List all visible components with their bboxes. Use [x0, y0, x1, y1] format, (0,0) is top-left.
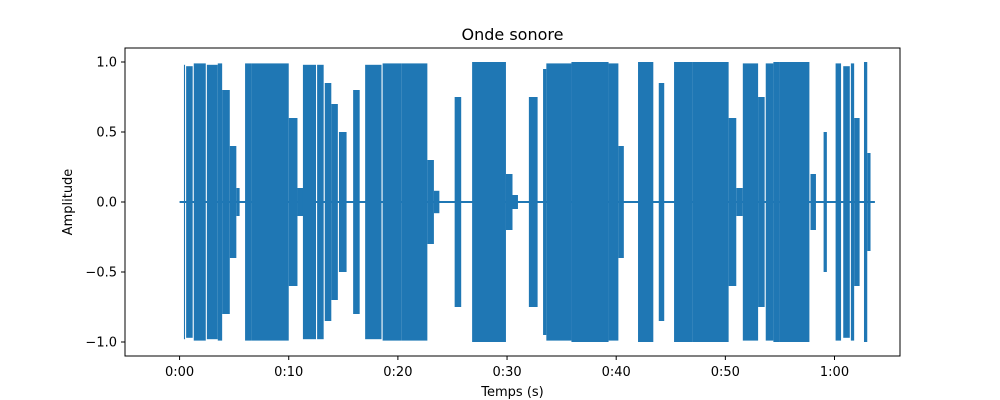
waveform-segment	[843, 66, 850, 338]
waveform-series	[179, 62, 875, 342]
waveform-segment	[658, 83, 665, 321]
waveform-segment	[758, 97, 765, 307]
waveform-segment	[850, 63, 855, 341]
y-tick-label: −1.0	[85, 336, 117, 351]
y-tick-label: 1.0	[96, 56, 117, 71]
y-tick-label: 0.5	[96, 126, 117, 141]
waveform-segment	[251, 63, 289, 341]
waveform-segment	[863, 62, 868, 342]
waveform-segment	[433, 190, 440, 214]
waveform-segment	[765, 63, 774, 341]
waveform-segment	[365, 64, 382, 340]
x-tick-label: 1:00	[820, 365, 849, 380]
waveform-segment	[222, 90, 230, 314]
waveform-segment	[867, 153, 871, 251]
waveform-segment	[183, 64, 186, 340]
y-tick-label: 0.0	[96, 196, 117, 211]
waveform-segment	[331, 104, 338, 300]
waveform-segment	[742, 63, 759, 341]
waveform-segment	[297, 188, 305, 216]
waveform-segment	[779, 62, 810, 342]
waveform-segment	[835, 63, 842, 341]
waveform-segment	[505, 174, 513, 230]
waveform-segment	[546, 63, 572, 341]
x-tick-label: 0:50	[711, 365, 740, 380]
waveform-segment	[324, 83, 332, 321]
waveform-segment	[382, 63, 402, 341]
waveform-segment	[512, 195, 518, 209]
waveform-segment	[736, 188, 743, 216]
waveform-segment	[454, 97, 462, 307]
waveform-segment	[206, 64, 218, 340]
waveform-segment	[353, 90, 360, 314]
waveform-segment	[674, 62, 693, 342]
x-tick-label: 0:30	[492, 365, 521, 380]
waveform-segment	[217, 63, 223, 341]
y-tick-label: −0.5	[85, 266, 117, 281]
waveform-segment	[317, 64, 324, 340]
waveform-segment	[773, 62, 780, 342]
waveform-segment	[728, 118, 737, 286]
x-axis-label: Temps (s)	[480, 385, 543, 400]
y-axis: 1.0 0.5 0.0 −0.5 −1.0	[85, 56, 125, 351]
waveform-segment	[638, 62, 654, 342]
waveform-segment	[288, 118, 298, 286]
plot-area	[124, 47, 901, 357]
x-tick-label: 0:40	[602, 365, 631, 380]
waveform-segment	[608, 63, 619, 341]
x-axis: 0:00 0:10 0:20 0:30 0:40 0:50 1:00	[165, 356, 849, 380]
x-tick-label: 0:10	[274, 365, 303, 380]
chart-title: Onde sonore	[462, 25, 564, 44]
waveform-segment	[193, 63, 206, 341]
waveform-segment	[571, 62, 609, 342]
waveform-segment	[528, 97, 538, 307]
waveform-segment	[692, 62, 729, 342]
waveform-segment	[302, 64, 317, 340]
y-axis-label: Amplitude	[61, 169, 76, 236]
waveform-segment	[854, 118, 860, 286]
waveform-segment	[472, 62, 506, 342]
x-tick-label: 0:00	[165, 365, 194, 380]
x-tick-label: 0:20	[383, 365, 412, 380]
waveform-segment	[810, 174, 816, 230]
waveform-segment	[543, 69, 547, 335]
waveform-segment	[236, 188, 240, 216]
waveform-segment	[401, 63, 428, 341]
waveform-segment	[338, 132, 347, 272]
waveform-segment	[229, 146, 237, 258]
waveform-segment	[427, 160, 434, 244]
waveform-segment	[823, 132, 827, 272]
waveform-segment	[245, 63, 252, 341]
waveform-segment	[618, 146, 624, 258]
waveform-segment	[186, 66, 193, 338]
